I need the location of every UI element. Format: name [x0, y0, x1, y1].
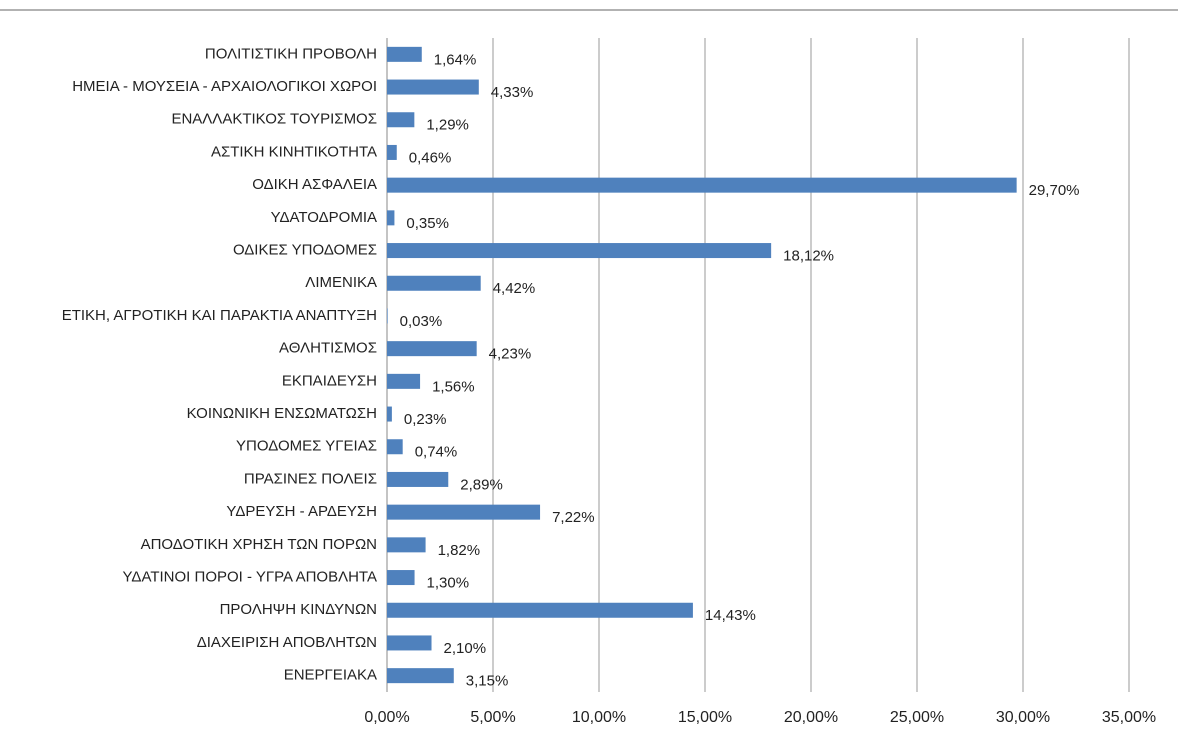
data-label: 1,82% — [438, 542, 481, 559]
x-tick-label: 35,00% — [1102, 709, 1156, 726]
y-tick-label: ΕΚΠΑΙΔΕΥΣΗ — [282, 372, 377, 389]
data-label: 0,35% — [406, 215, 449, 232]
data-label: 2,89% — [460, 476, 503, 493]
x-tick-label: 15,00% — [678, 709, 732, 726]
bar — [387, 471, 449, 487]
y-tick-label: ΕΤΙΚΗ, ΑΓΡΟΤΙΚΗ ΚΑΙ ΠΑΡΑΚΤΙΑ ΑΝΑΠΤΥΞΗ — [62, 307, 377, 324]
y-tick-label: ΑΘΛΗΤΙΣΜΟΣ — [279, 340, 377, 357]
data-label: 2,10% — [444, 640, 487, 657]
y-tick-label: ΥΔΡΕΥΣΗ - ΑΡΔΕΥΣΗ — [226, 503, 377, 520]
bar — [387, 341, 477, 357]
x-tick-label: 30,00% — [996, 709, 1050, 726]
bar — [387, 570, 415, 586]
bar — [387, 144, 397, 160]
y-tick-label: ΥΠΟΔΟΜΕΣ ΥΓΕΙΑΣ — [236, 438, 377, 455]
data-label: 1,30% — [427, 575, 470, 592]
data-label: 4,23% — [489, 346, 532, 363]
bar — [387, 275, 481, 291]
bar — [387, 79, 479, 95]
y-tick-label: ΥΔΑΤΟΔΡΟΜΙΑ — [271, 209, 377, 226]
y-tick-label: ΠΟΛΙΤΙΣΤΙΚΗ ΠΡΟΒΟΛΗ — [205, 45, 377, 62]
bar — [387, 439, 403, 455]
data-label: 0,03% — [400, 313, 443, 330]
x-tick-label: 0,00% — [364, 709, 409, 726]
data-label: 1,29% — [426, 117, 469, 134]
data-label: 0,74% — [415, 444, 458, 461]
bar — [387, 210, 395, 226]
data-label: 14,43% — [705, 607, 756, 624]
x-tick-label: 25,00% — [890, 709, 944, 726]
data-label: 7,22% — [552, 509, 595, 526]
y-tick-label: ΟΔΙΚΕΣ ΥΠΟΔΟΜΕΣ — [233, 242, 377, 259]
y-tick-label: ΟΔΙΚΗ ΑΣΦΑΛΕΙΑ — [252, 176, 377, 193]
y-tick-label: ΠΡΟΛΗΨΗ ΚΙΝΔΥΝΩΝ — [220, 601, 377, 618]
bar — [387, 668, 454, 684]
bar — [387, 504, 541, 520]
data-label: 4,33% — [491, 84, 534, 101]
data-label: 0,23% — [404, 411, 447, 428]
y-tick-label: ΑΣΤΙΚΗ ΚΙΝΗΤΙΚΟΤΗΤΑ — [211, 143, 377, 160]
data-label: 0,46% — [409, 149, 452, 166]
y-tick-label: ΔΙΑΧΕΙΡΙΣΗ ΑΠΟΒΛΗΤΩΝ — [197, 634, 377, 651]
bar — [387, 602, 693, 618]
x-tick-label: 20,00% — [784, 709, 838, 726]
data-label: 3,15% — [466, 673, 509, 690]
x-tick-label: 10,00% — [572, 709, 626, 726]
y-tick-label: ΕΝΕΡΓΕΙΑΚΑ — [284, 667, 377, 684]
data-label: 1,64% — [434, 51, 477, 68]
data-label: 18,12% — [783, 248, 834, 265]
bar — [387, 635, 432, 651]
bar — [387, 308, 388, 324]
y-tick-label: ΠΡΑΣΙΝΕΣ ΠΟΛΕΙΣ — [244, 470, 377, 487]
y-tick-label: ΗΜΕΙΑ - ΜΟΥΣΕΙΑ - ΑΡΧΑΙΟΛΟΓΙΚΟΙ ΧΩΡΟΙ — [72, 78, 377, 95]
y-tick-label: ΕΝΑΛΛΑΚΤΙΚΟΣ ΤΟΥΡΙΣΜΟΣ — [171, 111, 377, 128]
y-tick-label: ΥΔΑΤΙΝΟΙ ΠΟΡΟΙ - ΥΓΡΑ ΑΠΟΒΛΗΤΑ — [123, 569, 377, 586]
bar — [387, 243, 772, 259]
x-tick-label: 5,00% — [470, 709, 515, 726]
data-label: 1,56% — [432, 378, 475, 395]
bar — [387, 46, 422, 62]
y-tick-label: ΛΙΜΕΝΙΚΑ — [305, 274, 377, 291]
bar — [387, 112, 415, 128]
y-tick-label: ΑΠΟΔΟΤΙΚΗ ΧΡΗΣΗ ΤΩΝ ΠΟΡΩΝ — [141, 536, 377, 553]
data-label: 4,42% — [493, 280, 536, 297]
bar — [387, 177, 1017, 193]
bar — [387, 537, 426, 553]
y-tick-label: ΚΟΙΝΩΝΙΚΗ ΕΝΣΩΜΑΤΩΣΗ — [187, 405, 377, 422]
bar — [387, 373, 421, 389]
data-label: 29,70% — [1029, 182, 1080, 199]
bar — [387, 406, 392, 422]
